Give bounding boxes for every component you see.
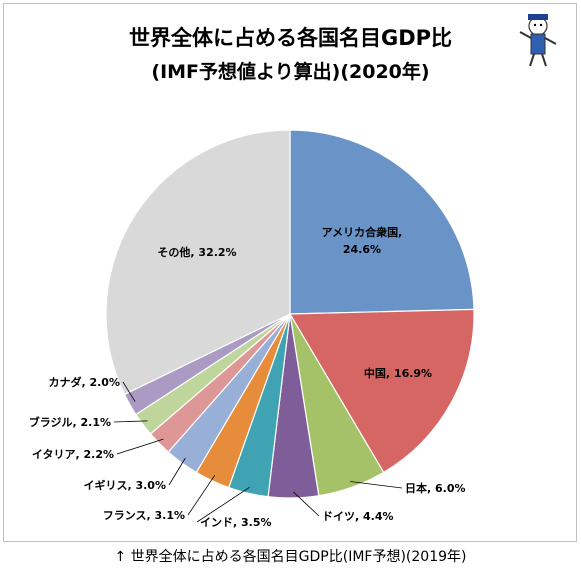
pie-slice-その他 <box>105 129 291 396</box>
pie-leader-lines <box>113 381 403 523</box>
leader-line-ドイツ <box>293 491 320 517</box>
slice-label-その他: その他, 32.2% <box>157 245 236 259</box>
slice-label-フランス: フランス, 3.1% <box>103 509 185 522</box>
pie-labels: アメリカ合衆国, 24.6% 中国, 16.9% 日本, 6.0% ドイツ, 4.4% イ… <box>29 225 466 529</box>
leader-line-イタリア <box>116 438 164 455</box>
leader-line-イギリス <box>168 457 186 486</box>
slice-label-イギリス: イギリス, 3.0% <box>83 478 166 492</box>
slice-label-イタリア: イタリア, 2.2% <box>32 448 114 461</box>
leader-line-インド <box>196 487 250 523</box>
leader-line-カナダ <box>122 381 136 402</box>
pie-slice-中国 <box>288 308 475 474</box>
slice-label-アメリカ合衆国: アメリカ合衆国, 24.6% <box>322 225 403 256</box>
slice-label-ドイツ: ドイツ, 4.4% <box>322 510 394 523</box>
slice-label-ブラジル: ブラジル, 2.1% <box>29 415 111 429</box>
slice-label-インド: インド, 3.5% <box>200 516 272 529</box>
slice-label-中国: 中国, 16.9% <box>364 366 432 380</box>
mascot-illustration <box>519 14 557 67</box>
leader-line-ブラジル <box>113 420 148 423</box>
chart-title-line1: 世界全体に占める各国名目GDP比 <box>128 26 453 50</box>
chart-title-line2: (IMF予想値より算出)(2020年) <box>151 61 430 83</box>
leader-line-日本 <box>350 481 403 489</box>
figure-caption: ↑ 世界全体に占める各国名目GDP比(IMF予想)(2019年) <box>114 549 467 565</box>
slice-label-カナダ: カナダ, 2.0% <box>48 375 120 389</box>
leader-line-フランス <box>187 475 216 516</box>
slice-label-日本: 日本, 6.0% <box>405 481 466 495</box>
pie-slice-アメリカ合衆国 <box>289 129 475 315</box>
pie-slices <box>105 129 475 499</box>
